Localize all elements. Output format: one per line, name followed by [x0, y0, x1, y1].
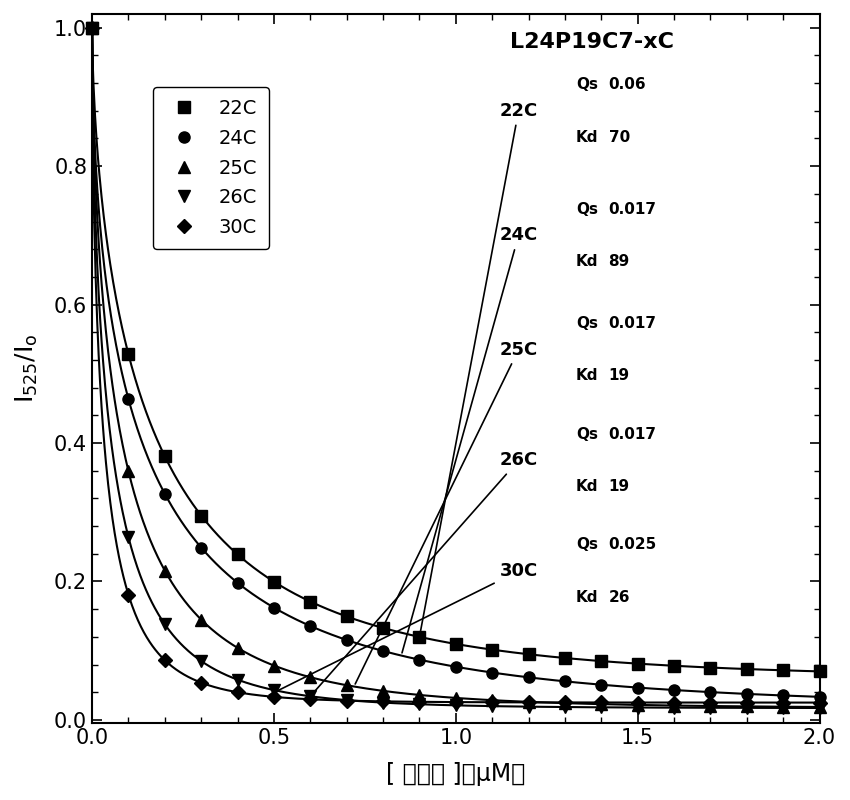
Text: Qs: Qs	[575, 202, 598, 217]
Text: 0.025: 0.025	[609, 538, 657, 552]
Text: Kd: Kd	[575, 368, 598, 383]
Text: 0.017: 0.017	[609, 426, 656, 442]
Text: Qs: Qs	[575, 77, 598, 92]
Text: Qs: Qs	[575, 538, 598, 552]
Text: L24P19C7-xC: L24P19C7-xC	[510, 32, 674, 52]
Text: Qs: Qs	[575, 316, 598, 330]
X-axis label: [ 胆红素 ]（μM）: [ 胆红素 ]（μM）	[386, 762, 525, 786]
Legend: 22C, 24C, 25C, 26C, 30C: 22C, 24C, 25C, 26C, 30C	[153, 87, 269, 249]
Text: 24C: 24C	[402, 226, 538, 653]
Text: 19: 19	[609, 479, 630, 494]
Text: 26: 26	[609, 590, 630, 605]
Text: Kd: Kd	[575, 590, 598, 605]
Text: 25C: 25C	[355, 341, 538, 684]
Text: 19: 19	[609, 368, 630, 383]
Y-axis label: $\mathregular{I_{525}/I_o}$: $\mathregular{I_{525}/I_o}$	[14, 334, 40, 403]
Text: Kd: Kd	[575, 130, 598, 145]
Text: 26C: 26C	[312, 451, 538, 694]
Text: Kd: Kd	[575, 254, 598, 269]
Text: Kd: Kd	[575, 479, 598, 494]
Text: 0.06: 0.06	[609, 77, 646, 92]
Text: 70: 70	[609, 130, 630, 145]
Text: 30C: 30C	[269, 562, 538, 695]
Text: Qs: Qs	[575, 426, 598, 442]
Text: 89: 89	[609, 254, 630, 269]
Text: 22C: 22C	[420, 102, 538, 634]
Text: 0.017: 0.017	[609, 316, 656, 330]
Text: 0.017: 0.017	[609, 202, 656, 217]
